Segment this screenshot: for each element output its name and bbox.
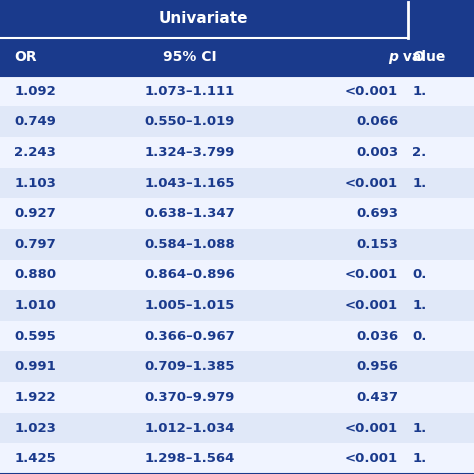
Bar [0,0,408,38]
Text: 1.043–1.165: 1.043–1.165 [145,176,235,190]
Bar [0,382,474,413]
Bar [408,38,474,76]
Text: 0.584–1.088: 0.584–1.088 [144,238,235,251]
Text: 0.797: 0.797 [14,238,56,251]
Text: <0.001: <0.001 [345,452,398,465]
Bar [0,107,474,137]
Bar [0,38,104,76]
Text: 0.880: 0.880 [14,268,56,282]
Text: 1.012–1.034: 1.012–1.034 [145,421,235,435]
Bar [275,38,408,76]
Text: 0.366–0.967: 0.366–0.967 [144,330,235,343]
Text: 0.: 0. [412,330,427,343]
Bar [0,443,474,474]
Text: 0.956: 0.956 [356,360,398,374]
Text: 1.103: 1.103 [14,176,56,190]
Text: 0.066: 0.066 [356,115,398,128]
Text: 1.324–3.799: 1.324–3.799 [145,146,235,159]
Text: 1.023: 1.023 [14,421,56,435]
Text: 0.437: 0.437 [356,391,398,404]
Text: 0.550–1.019: 0.550–1.019 [145,115,235,128]
Bar [0,352,474,382]
Text: 0.: 0. [412,268,427,282]
Text: O: O [412,50,424,64]
Text: <0.001: <0.001 [345,85,398,98]
Text: 2.243: 2.243 [14,146,56,159]
Text: 1.005–1.015: 1.005–1.015 [145,299,235,312]
Text: 0.991: 0.991 [14,360,56,374]
Text: 1.010: 1.010 [14,299,56,312]
Text: 0.927: 0.927 [14,207,56,220]
Bar [0,76,474,107]
Text: 0.864–0.896: 0.864–0.896 [144,268,235,282]
Text: 1.: 1. [412,452,427,465]
Text: OR: OR [14,50,37,64]
Bar [0,290,474,321]
Text: 1.922: 1.922 [14,391,56,404]
Text: 0.595: 0.595 [14,330,56,343]
Text: 95% CI: 95% CI [163,50,217,64]
Text: <0.001: <0.001 [345,268,398,282]
Text: 1.425: 1.425 [14,452,56,465]
Text: 0.036: 0.036 [356,330,398,343]
Bar [0,198,474,229]
Text: 0.693: 0.693 [356,207,398,220]
Text: 0.370–9.979: 0.370–9.979 [145,391,235,404]
Text: 0.749: 0.749 [14,115,56,128]
Text: 1.: 1. [412,299,427,312]
Bar [0,137,474,168]
Bar [0,168,474,198]
Text: 1.298–1.564: 1.298–1.564 [145,452,235,465]
Bar [0,229,474,260]
Text: 1.092: 1.092 [14,85,56,98]
Bar [104,38,275,76]
Text: p: p [388,50,398,64]
Text: 2.: 2. [412,146,427,159]
Text: 1.: 1. [412,421,427,435]
Bar [0,413,474,443]
Text: <0.001: <0.001 [345,176,398,190]
Text: <0.001: <0.001 [345,421,398,435]
Text: 1.: 1. [412,85,427,98]
Bar [408,0,474,38]
Text: 1.073–1.111: 1.073–1.111 [145,85,235,98]
Text: 0.709–1.385: 0.709–1.385 [145,360,235,374]
Text: <0.001: <0.001 [345,299,398,312]
Text: value: value [398,50,446,64]
Text: 0.638–1.347: 0.638–1.347 [144,207,235,220]
Text: Univariate: Univariate [159,11,248,27]
Bar [0,321,474,352]
Text: 0.003: 0.003 [356,146,398,159]
Text: 1.: 1. [412,176,427,190]
Bar [0,260,474,290]
Text: 0.153: 0.153 [356,238,398,251]
